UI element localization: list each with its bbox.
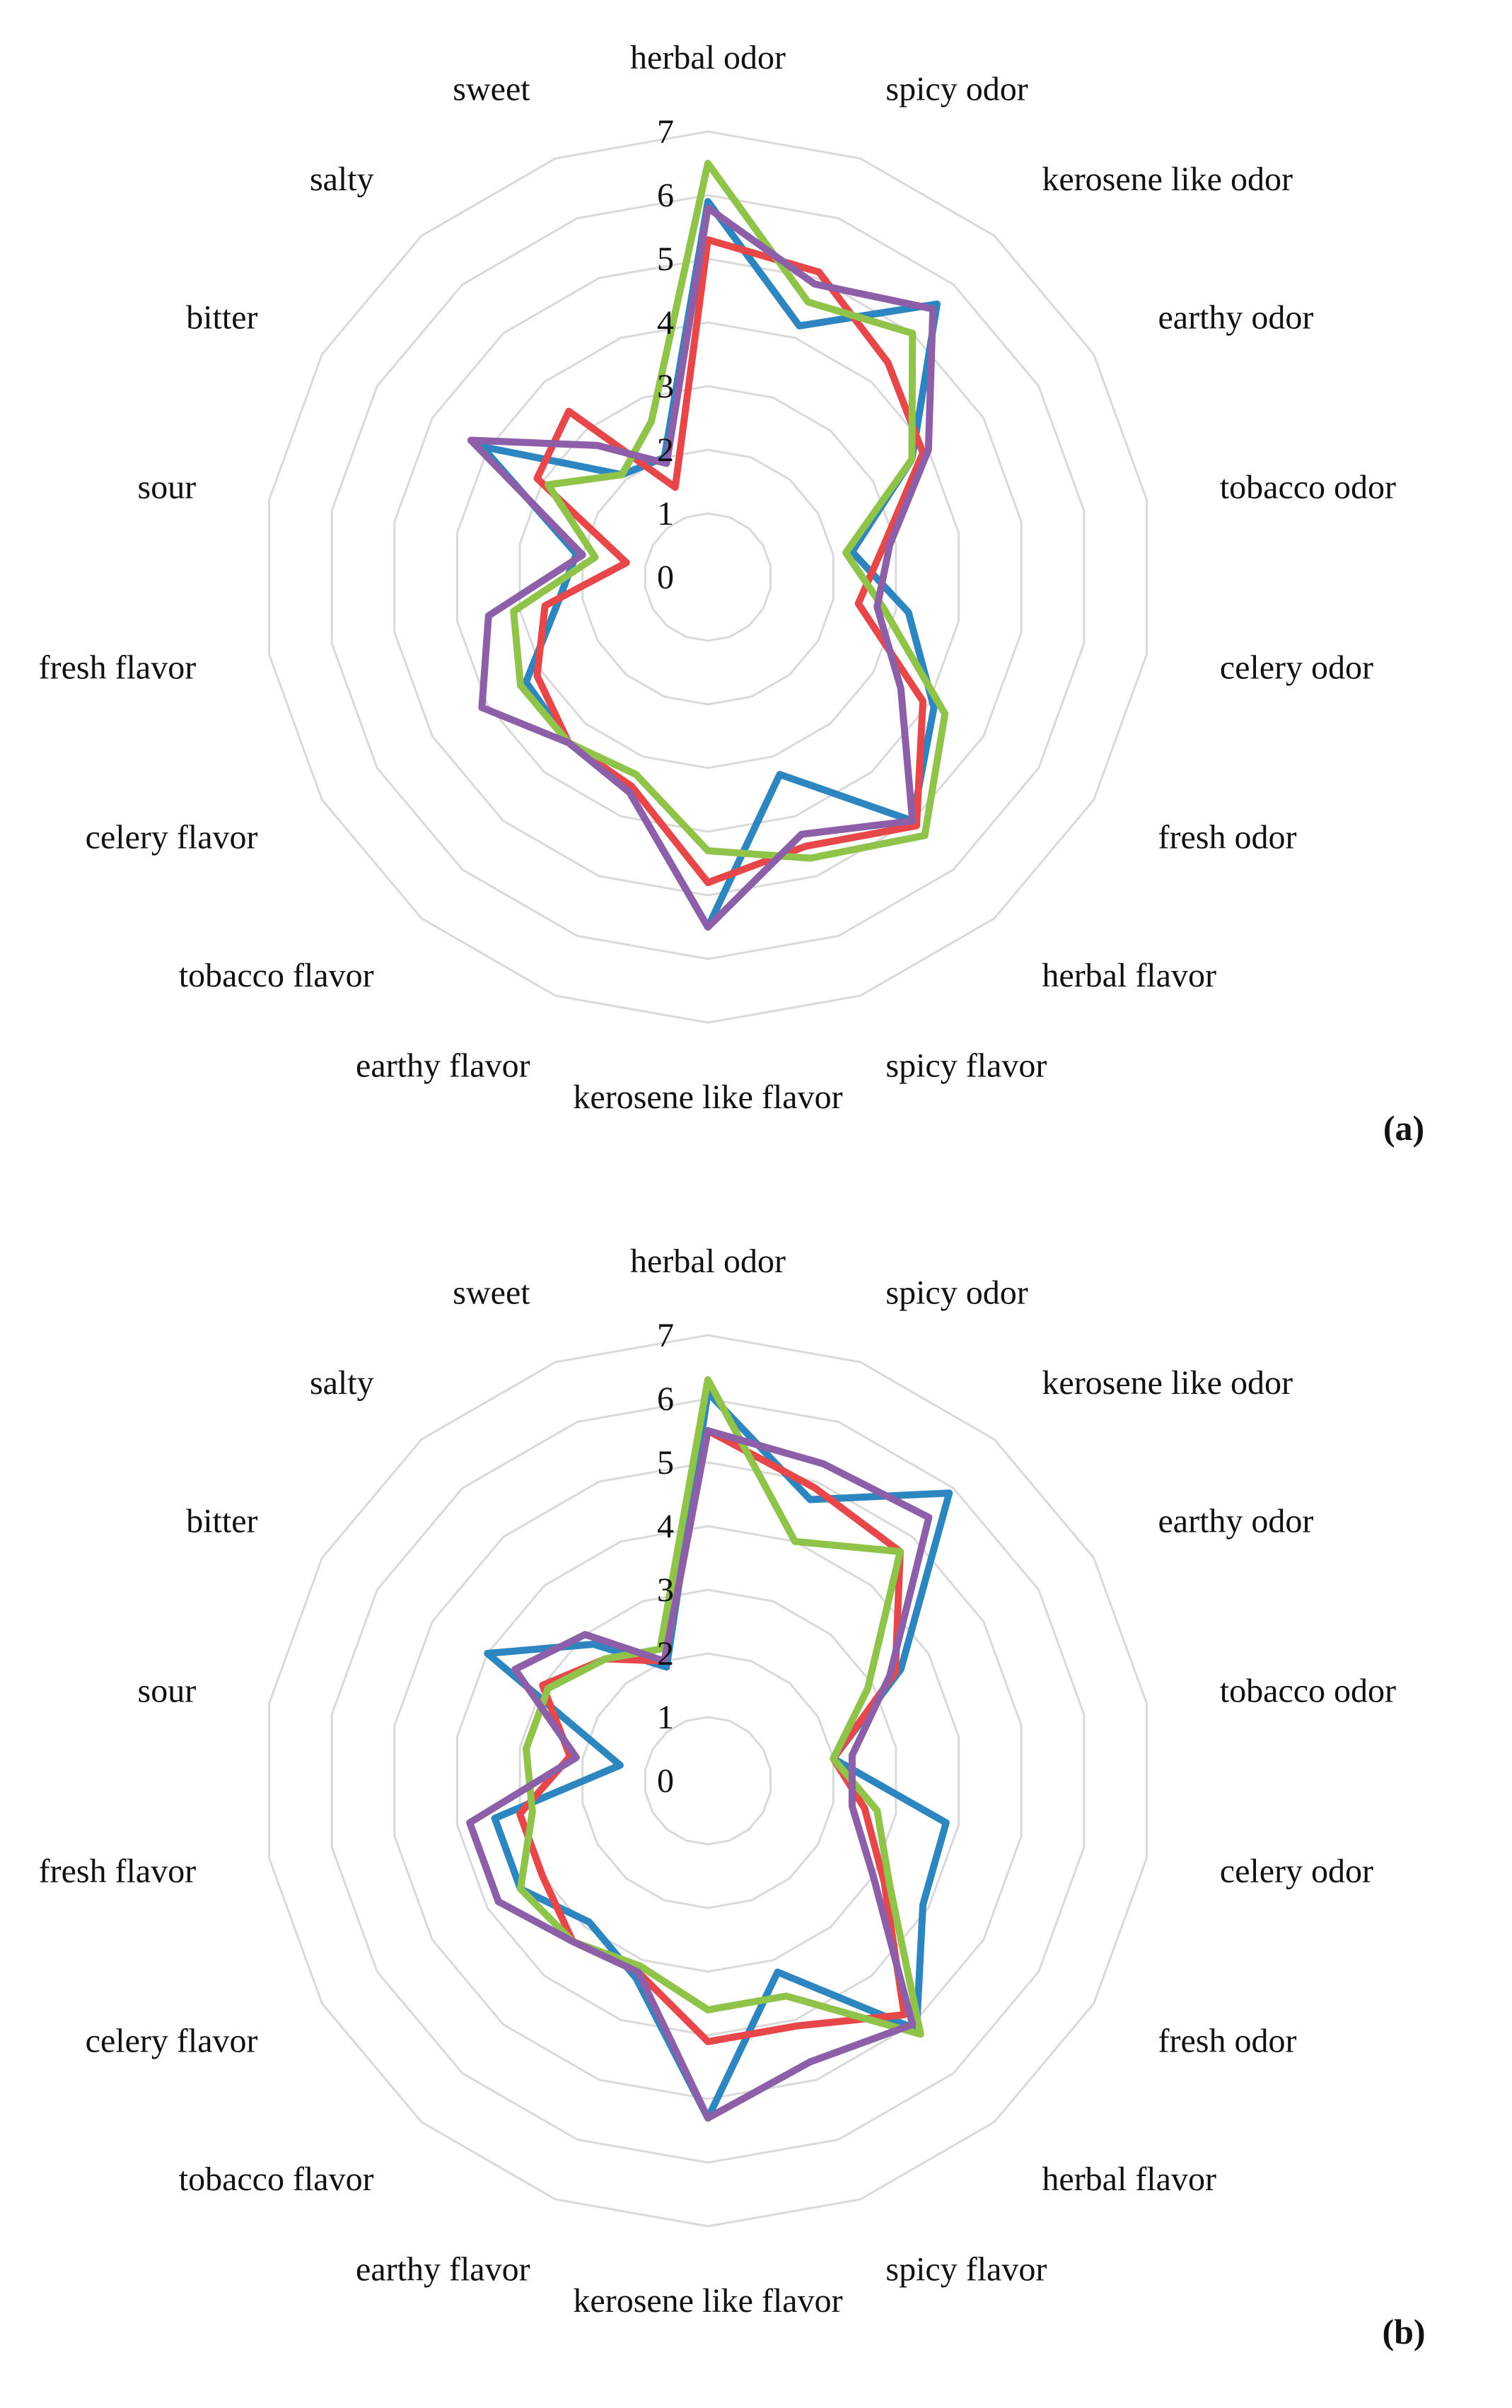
grid-ring bbox=[581, 448, 834, 706]
series-line-4 bbox=[467, 204, 937, 931]
tick-label: 4 bbox=[657, 1508, 674, 1545]
category-label: sweet bbox=[453, 70, 530, 107]
tick-label: 3 bbox=[657, 368, 674, 405]
category-label: spicy flavor bbox=[885, 2251, 1047, 2288]
grid-ring bbox=[581, 1652, 834, 1909]
tick-label: 7 bbox=[657, 1317, 674, 1354]
series-line-2 bbox=[516, 1427, 908, 2045]
category-label: bitter bbox=[186, 299, 257, 337]
grid-ring bbox=[268, 130, 1148, 1024]
category-label: kerosene like flavor bbox=[573, 1078, 842, 1116]
category-label: fresh flavor bbox=[39, 649, 197, 687]
grid-ring bbox=[644, 512, 772, 642]
tick-label: 3 bbox=[657, 1571, 674, 1609]
category-label: spicy flavor bbox=[885, 1047, 1047, 1085]
grid-ring bbox=[644, 1716, 772, 1846]
grid-ring bbox=[393, 1461, 1023, 2100]
category-label: bitter bbox=[186, 1503, 257, 1540]
category-label: tobacco flavor bbox=[179, 2160, 374, 2198]
grid-ring bbox=[330, 194, 1086, 960]
category-label: celery odor bbox=[1220, 649, 1373, 687]
category-label: fresh odor bbox=[1158, 819, 1297, 856]
category-label: tobacco flavor bbox=[179, 957, 374, 994]
category-label: celery flavor bbox=[86, 819, 258, 856]
series-line-2 bbox=[533, 236, 926, 886]
grid-ring bbox=[268, 1334, 1148, 2228]
category-label: salty bbox=[310, 161, 374, 198]
tick-label: 2 bbox=[657, 431, 674, 469]
radar-chart-b: herbal odor spicy odor kerosene like odor e… bbox=[39, 1243, 1426, 2351]
category-label: sour bbox=[138, 468, 197, 506]
tick-label: 1 bbox=[657, 495, 674, 533]
category-label: sour bbox=[138, 1672, 197, 1709]
category-label: kerosene like odor bbox=[1042, 161, 1293, 198]
category-label: kerosene like odor bbox=[1042, 1364, 1293, 1402]
panel-label: (a) bbox=[1383, 1108, 1424, 1148]
tick-label: 1 bbox=[657, 1699, 674, 1736]
series-line-3 bbox=[510, 160, 949, 862]
category-label: fresh flavor bbox=[39, 1853, 197, 1890]
grid-ring bbox=[393, 257, 1023, 897]
category-label: fresh odor bbox=[1158, 2023, 1297, 2060]
grid-ring bbox=[330, 1397, 1086, 2164]
category-label: tobacco odor bbox=[1220, 1672, 1396, 1709]
category-label: herbal odor bbox=[630, 1243, 786, 1280]
tick-label: 6 bbox=[657, 177, 674, 214]
series-line-3 bbox=[517, 1376, 924, 2038]
category-label: salty bbox=[310, 1364, 374, 1402]
category-label: earthy odor bbox=[1158, 299, 1314, 337]
category-label: herbal flavor bbox=[1042, 957, 1216, 994]
category-label: herbal flavor bbox=[1042, 2160, 1216, 2198]
tick-label: 6 bbox=[657, 1380, 674, 1418]
radar-chart-a: herbal odor spicy odor kerosene like odor e… bbox=[39, 39, 1425, 1148]
tick-label: 0 bbox=[657, 559, 674, 596]
category-label: tobacco odor bbox=[1220, 468, 1396, 506]
tick-label: 0 bbox=[657, 1762, 674, 1800]
tick-label: 5 bbox=[657, 240, 674, 278]
category-label: herbal odor bbox=[630, 39, 786, 76]
category-label: earthy flavor bbox=[356, 2251, 530, 2288]
category-label: spicy odor bbox=[885, 1274, 1028, 1311]
tick-label: 7 bbox=[657, 113, 674, 151]
category-label: sweet bbox=[453, 1274, 530, 1311]
series-line-1 bbox=[478, 198, 941, 931]
tick-label: 4 bbox=[657, 304, 674, 342]
category-label: earthy flavor bbox=[356, 1047, 530, 1085]
category-label: earthy odor bbox=[1158, 1503, 1314, 1540]
category-label: kerosene like flavor bbox=[573, 2282, 842, 2320]
series-line-4 bbox=[466, 1427, 933, 2122]
tick-label: 2 bbox=[657, 1635, 674, 1673]
category-label: celery odor bbox=[1220, 1853, 1373, 1890]
category-label: celery flavor bbox=[86, 2023, 258, 2060]
tick-label: 5 bbox=[657, 1444, 674, 1482]
category-label: spicy odor bbox=[885, 70, 1028, 107]
panel-label: (b) bbox=[1382, 2312, 1425, 2351]
